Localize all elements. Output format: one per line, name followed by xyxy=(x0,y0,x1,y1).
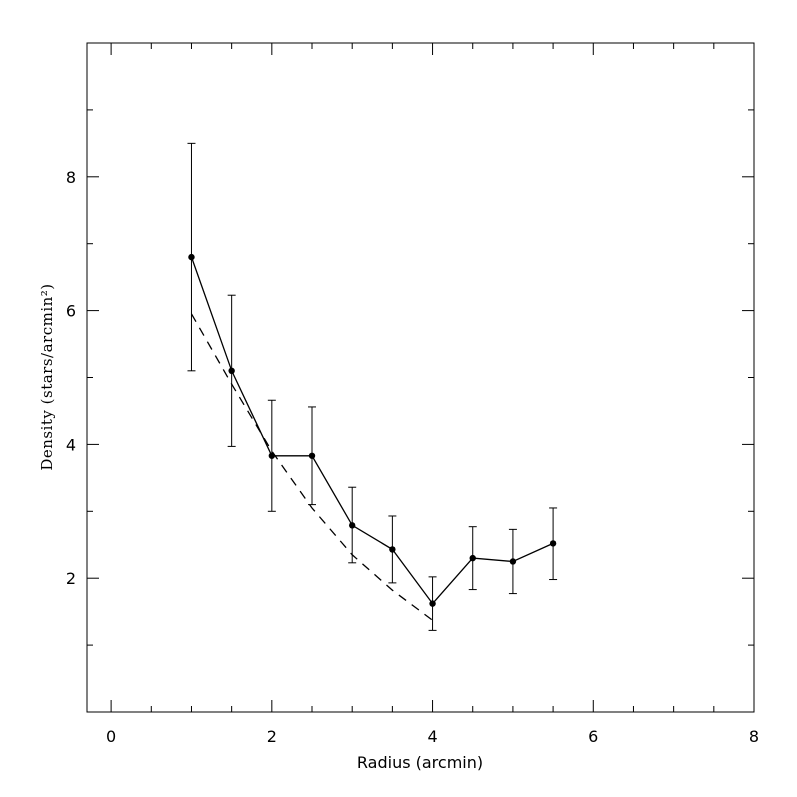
data-point xyxy=(509,558,517,565)
y-tick-label: 6 xyxy=(66,302,76,321)
data-point xyxy=(469,554,476,562)
axis-ticks xyxy=(87,43,755,712)
series-layer xyxy=(187,142,558,631)
y-tick-label: 2 xyxy=(66,569,76,588)
data-point xyxy=(429,600,436,607)
x-tick-label: 4 xyxy=(427,727,437,746)
data-point xyxy=(308,452,316,459)
y-tick-label: 8 xyxy=(66,168,76,187)
x-tick-label: 8 xyxy=(749,727,759,746)
data-point xyxy=(188,253,195,261)
data-point xyxy=(228,367,235,375)
x-tick-label: 0 xyxy=(106,727,116,746)
model-fit-dashed-line xyxy=(190,313,433,621)
x-tick-label: 6 xyxy=(588,727,598,746)
observed-density-line xyxy=(190,256,554,605)
plot-frame xyxy=(86,42,755,713)
data-point xyxy=(348,522,356,529)
y-axis-title: Density (stars/arcmin²) xyxy=(38,283,56,470)
axis-tick-labels: 0 2 4 6 8 2 4 6 8 xyxy=(66,168,759,746)
data-point xyxy=(389,546,396,553)
data-point xyxy=(549,540,557,547)
y-tick-label: 4 xyxy=(66,435,76,454)
x-tick-label: 2 xyxy=(267,727,277,746)
x-axis-title: Radius (arcmin) xyxy=(357,753,483,772)
